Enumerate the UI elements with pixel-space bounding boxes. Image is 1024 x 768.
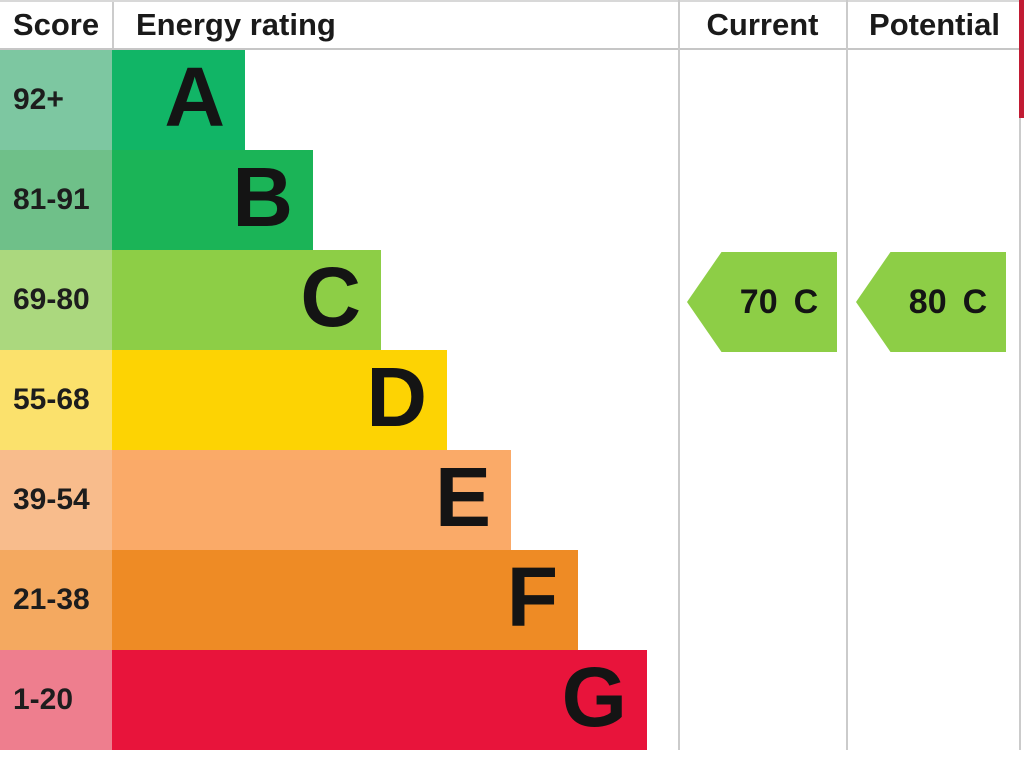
band-bar-d: D — [112, 350, 447, 450]
band-score-range-c: 69-80 — [0, 250, 112, 350]
band-row-f: 21-38 F — [0, 550, 1024, 650]
potential-rating-value: 80 — [908, 282, 947, 321]
band-row-e: 39-54 E — [0, 450, 1024, 550]
band-bar-a: A — [112, 50, 245, 150]
band-row-b: 81-91 B — [0, 150, 1024, 250]
header-current: Current — [706, 7, 819, 42]
band-bar-c: C — [112, 250, 381, 350]
potential-rating-arrow: 80 C — [856, 252, 1006, 352]
band-score-range-f: 21-38 — [0, 550, 112, 650]
band-bar-b: B — [112, 150, 313, 250]
band-letter-a: A — [164, 50, 225, 144]
band-row-a: 92+ A — [0, 50, 1024, 150]
header-energy-rating: Energy rating — [112, 2, 678, 48]
band-row-g: 1-20 G — [0, 650, 1024, 750]
grid-line-potential — [846, 0, 848, 750]
rating-bands: 92+ A 81-91 B 69-80 C 55-68 D 39-54 — [0, 50, 1024, 750]
grid-line-current — [678, 0, 680, 750]
band-letter-d: D — [366, 350, 427, 444]
band-bar-g: G — [112, 650, 647, 750]
band-score-range-b: 81-91 — [0, 150, 112, 250]
current-rating-arrow: 70 C — [687, 252, 837, 352]
red-edge-strip — [1019, 0, 1024, 118]
chart-header: Score Energy rating Current Potential — [0, 0, 1024, 50]
band-row-d: 55-68 D — [0, 350, 1024, 450]
band-score-range-e: 39-54 — [0, 450, 112, 550]
potential-rating-letter: C — [962, 282, 988, 321]
band-letter-e: E — [434, 450, 491, 544]
header-score: Score — [12, 7, 100, 42]
band-score-range-d: 55-68 — [0, 350, 112, 450]
band-score-range-g: 1-20 — [0, 650, 112, 750]
band-row-c: 69-80 C — [0, 250, 1024, 350]
current-rating-letter: C — [793, 282, 819, 321]
band-letter-g: G — [561, 650, 627, 744]
band-letter-c: C — [300, 250, 361, 344]
band-bar-e: E — [112, 450, 511, 550]
header-potential: Potential — [869, 7, 1000, 42]
current-rating-value: 70 — [739, 282, 778, 321]
band-score-range-a: 92+ — [0, 50, 112, 150]
band-letter-b: B — [232, 150, 293, 244]
grid-line-right-edge — [1019, 0, 1021, 750]
band-letter-f: F — [506, 550, 558, 644]
band-bar-f: F — [112, 550, 578, 650]
